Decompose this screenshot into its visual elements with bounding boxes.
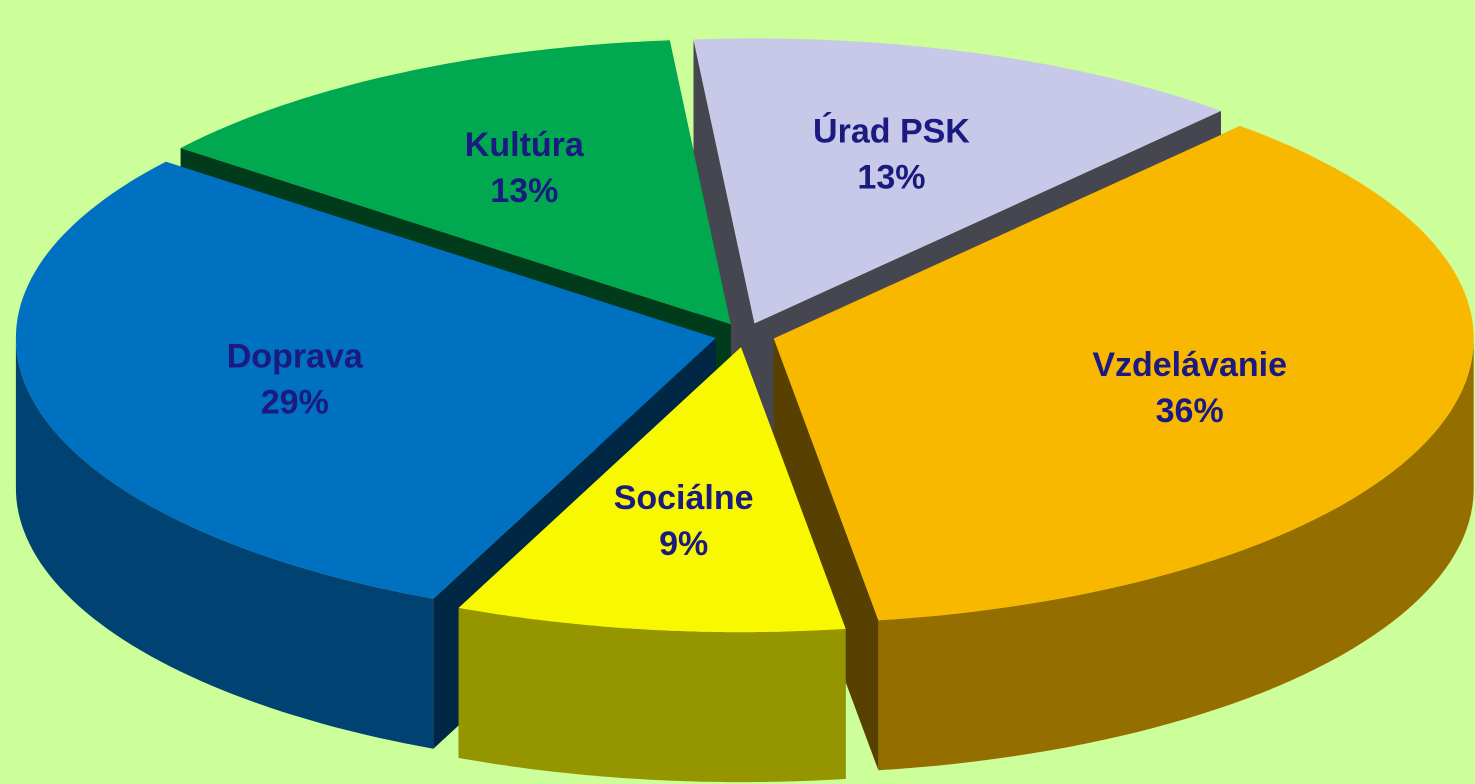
slice-label: Sociálne [614,479,754,517]
slice-wall [878,340,1474,771]
slice [458,347,846,633]
slice-value-label: 36% [1156,392,1224,430]
slice-label: Úrad PSK [813,113,970,151]
slice-wall [15,336,434,749]
slice [693,38,1221,324]
slice [773,126,1474,621]
slice-side [773,338,879,771]
slice-label: Doprava [227,338,364,376]
slice-label: Kultúra [465,126,585,164]
slice [15,161,716,599]
slice-wall [458,607,846,783]
slice-label: Vzdelávanie [1092,346,1287,384]
slice-value-label: 9% [659,525,708,563]
slice-value-label: 13% [857,159,925,197]
slice-value-label: 29% [261,384,329,422]
slice [180,40,731,325]
slice-value-label: 13% [490,172,558,210]
